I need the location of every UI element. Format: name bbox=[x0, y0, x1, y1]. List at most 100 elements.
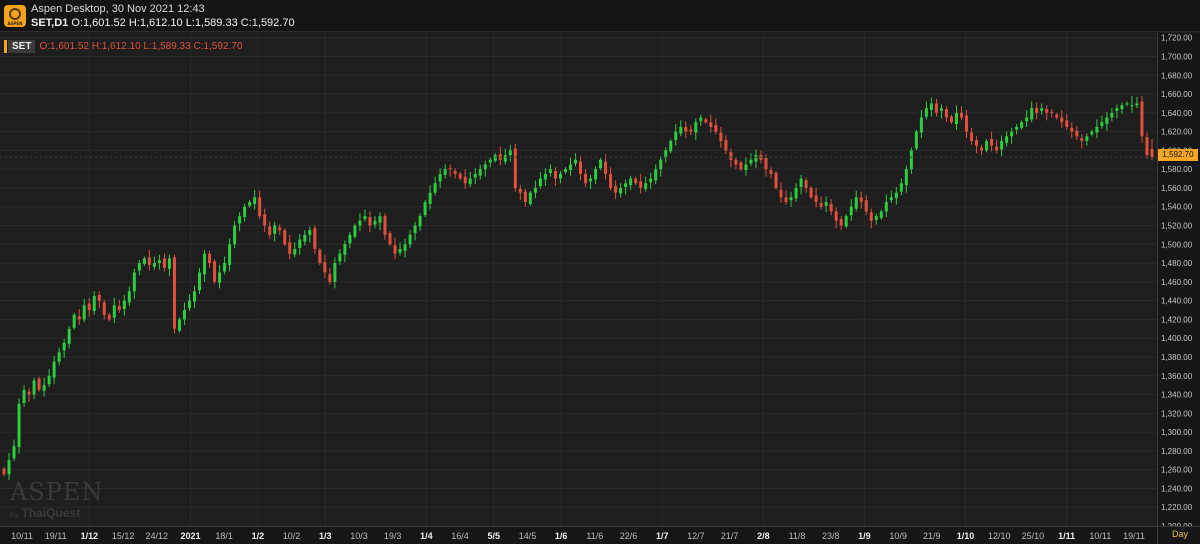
period-label[interactable]: Day bbox=[1172, 529, 1189, 539]
candle-body bbox=[303, 234, 307, 242]
candle-body bbox=[904, 169, 908, 186]
candle-body bbox=[1080, 138, 1084, 141]
candle-body bbox=[719, 132, 723, 141]
candle-body bbox=[954, 112, 958, 125]
candle-body bbox=[1145, 137, 1149, 156]
price-tick-label: 1,520.00 bbox=[1161, 222, 1193, 231]
candle-body bbox=[1110, 112, 1114, 118]
candle-body bbox=[944, 109, 948, 118]
watermark-sub: by ThaiQuest bbox=[10, 506, 81, 520]
candle-body bbox=[819, 202, 823, 207]
candle-body bbox=[914, 131, 918, 149]
candle-body bbox=[694, 122, 698, 133]
candle-body bbox=[37, 378, 41, 390]
price-axis[interactable]: 1,720.00 1,700.00 1,680.00 1,660.00 1,640.00… bbox=[1157, 33, 1200, 526]
time-tick-label: 2/8 bbox=[757, 531, 770, 541]
candle-body bbox=[664, 150, 668, 158]
axis-corner bbox=[1157, 526, 1200, 544]
time-tick-label: 15/12 bbox=[112, 531, 135, 541]
time-tick-label: 1/10 bbox=[957, 531, 975, 541]
candle-body bbox=[614, 186, 618, 193]
candle-body bbox=[453, 171, 457, 174]
legend-symbol[interactable]: SET bbox=[8, 40, 36, 53]
time-tick-label: 1/2 bbox=[252, 531, 265, 541]
time-tick-label: 11/8 bbox=[789, 531, 806, 541]
candle-body bbox=[729, 152, 733, 160]
window-title: Aspen Desktop, 30 Nov 2021 12:43 bbox=[31, 3, 205, 15]
price-tick-label: 1,240.00 bbox=[1161, 484, 1193, 493]
candle-body bbox=[42, 385, 46, 391]
candle-body bbox=[348, 234, 352, 244]
candle-body bbox=[238, 216, 242, 224]
candle-body bbox=[1115, 108, 1119, 111]
candle-body bbox=[182, 310, 186, 320]
time-tick-label: 10/2 bbox=[283, 531, 301, 541]
candle-body bbox=[1045, 109, 1049, 113]
candle-body bbox=[548, 169, 552, 173]
candle-body bbox=[538, 178, 542, 187]
candle-body bbox=[684, 126, 688, 132]
candle-body bbox=[639, 181, 643, 188]
candle-body bbox=[649, 178, 653, 183]
candle-body bbox=[654, 169, 658, 181]
candle-body bbox=[438, 173, 442, 182]
time-tick-label: 19/11 bbox=[45, 531, 67, 541]
candle-body bbox=[1050, 111, 1054, 113]
time-tick-label: 2021 bbox=[180, 531, 200, 541]
candle-body bbox=[7, 460, 11, 475]
candle-body bbox=[338, 253, 342, 262]
time-axis[interactable]: 10/11 19/11 1/12 15/12 24/12 2021 18/1 1/2 10/2 1… bbox=[0, 526, 1157, 544]
candle-body bbox=[22, 389, 26, 403]
candle-body bbox=[985, 140, 989, 151]
candle-body bbox=[107, 314, 111, 320]
candle-body bbox=[568, 164, 572, 171]
candle-body bbox=[263, 214, 267, 226]
candle-body bbox=[839, 218, 843, 226]
price-tick-label: 1,420.00 bbox=[1161, 315, 1193, 324]
candle-body bbox=[187, 300, 191, 309]
price-tick-label: 1,680.00 bbox=[1161, 71, 1193, 80]
candle-body bbox=[343, 244, 347, 255]
candle-body bbox=[789, 197, 793, 201]
candle-body bbox=[579, 161, 583, 174]
price-tick-label: 1,260.00 bbox=[1161, 466, 1193, 475]
chart-canvas[interactable] bbox=[0, 33, 1157, 526]
time-tick-label: 21/7 bbox=[721, 531, 739, 541]
candle-body bbox=[849, 206, 853, 216]
candle-body bbox=[77, 316, 81, 320]
price-tick-label: 1,320.00 bbox=[1161, 409, 1193, 418]
time-tick-label: 16/4 bbox=[451, 531, 469, 541]
candle-body bbox=[929, 103, 933, 111]
candle-body bbox=[518, 188, 522, 193]
candle-body bbox=[52, 361, 56, 378]
price-tick-label: 1,300.00 bbox=[1161, 428, 1193, 437]
candle-body bbox=[192, 291, 197, 302]
candle-body bbox=[258, 197, 262, 217]
candle-body bbox=[869, 212, 873, 221]
candle-body bbox=[393, 245, 397, 254]
candle-body bbox=[243, 206, 247, 218]
time-tick-label: 5/5 bbox=[487, 531, 500, 541]
candle-body bbox=[619, 187, 623, 194]
candle-body bbox=[293, 248, 297, 255]
candle-body bbox=[829, 203, 833, 212]
candle-body bbox=[127, 291, 131, 303]
time-tick-label: 12/10 bbox=[988, 531, 1011, 541]
candle-body bbox=[884, 202, 888, 212]
candle-body bbox=[949, 116, 953, 123]
candle-body bbox=[1135, 103, 1139, 106]
candle-body bbox=[734, 159, 738, 165]
candle-body bbox=[769, 170, 773, 174]
candle-body bbox=[213, 261, 217, 282]
candlestick-chart[interactable] bbox=[0, 33, 1157, 526]
candle-body bbox=[744, 164, 748, 171]
candle-body bbox=[919, 117, 923, 133]
candle-body bbox=[889, 197, 893, 201]
candle-body bbox=[62, 342, 66, 351]
candle-body bbox=[112, 305, 116, 318]
candle-body bbox=[413, 225, 417, 234]
candle-body bbox=[629, 178, 633, 186]
candle-body bbox=[1005, 136, 1009, 143]
candle-body bbox=[32, 380, 36, 395]
candle-body bbox=[1040, 108, 1044, 111]
